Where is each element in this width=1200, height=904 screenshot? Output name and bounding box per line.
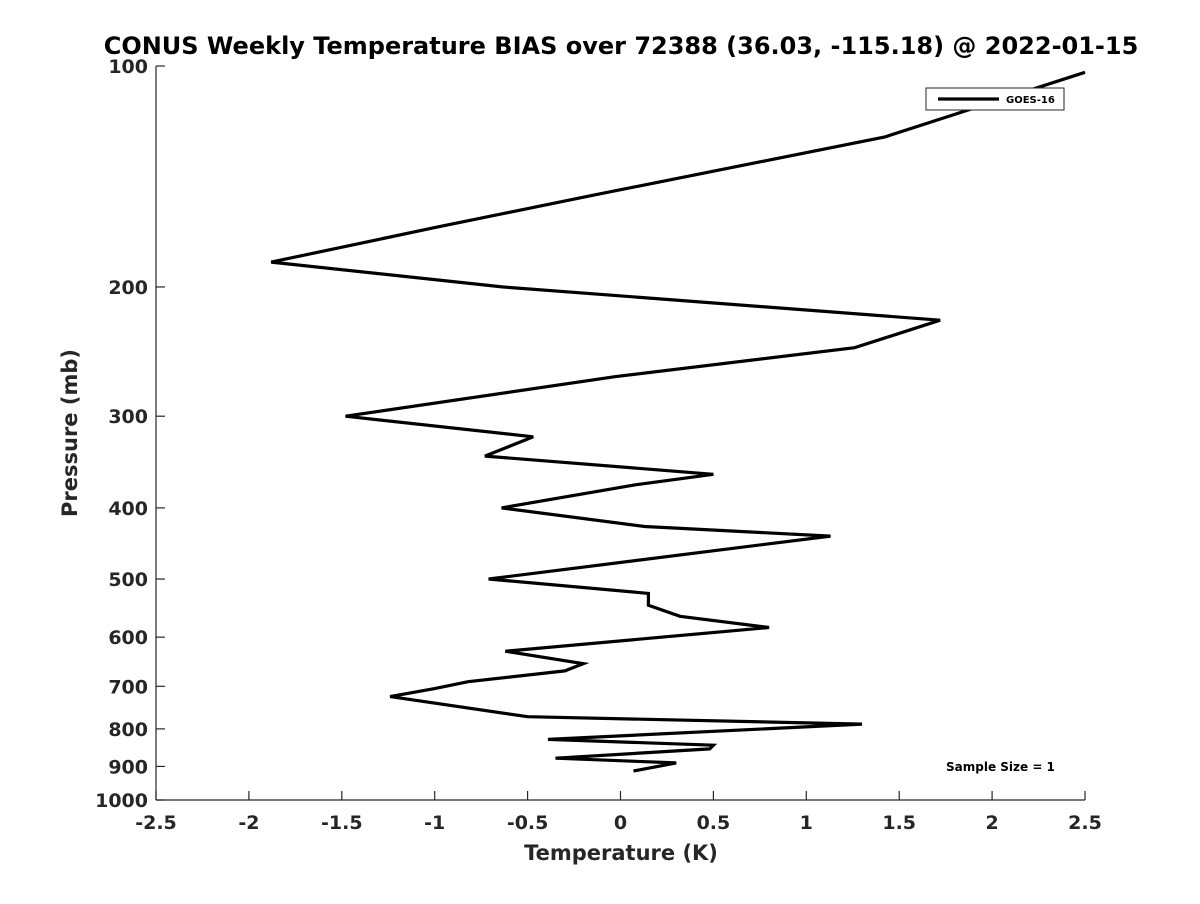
y-tick-label: 400 — [108, 498, 148, 520]
x-tick-label: 0.5 — [697, 812, 731, 834]
sample-size-annotation: Sample Size = 1 — [946, 760, 1055, 774]
x-axis-label: Temperature (K) — [524, 841, 718, 865]
x-tick-label: 0 — [614, 812, 627, 834]
x-tick-label: -2.5 — [135, 812, 177, 834]
y-tick-label: 700 — [108, 676, 148, 698]
y-tick-label: 200 — [108, 277, 148, 299]
x-tick-label: 2 — [985, 812, 998, 834]
axes-layer: -2.5 -2 -1.5 -1 -0.5 0 0.5 1 1.5 2 2.5 100 200 300 400… — [95, 56, 1102, 834]
x-tick-label: 1.5 — [882, 812, 916, 834]
x-tick-label: 1 — [800, 812, 813, 834]
x-tick-label: -1 — [424, 812, 445, 834]
annotations: Sample Size = 1 — [946, 760, 1055, 774]
x-tick-label: -2 — [238, 812, 259, 834]
y-axis-label: Pressure (mb) — [58, 349, 82, 517]
y-tick-label: 300 — [108, 406, 148, 428]
y-tick-label: 800 — [108, 719, 148, 741]
legend: GOES-16 — [925, 87, 1065, 111]
x-tick-label: -0.5 — [507, 812, 549, 834]
y-tick-label: 600 — [108, 627, 148, 649]
y-tick-label: 100 — [108, 56, 148, 78]
series-layer — [270, 70, 1086, 773]
y-tick-label: 900 — [108, 756, 148, 778]
x-tick-label: -1.5 — [321, 812, 363, 834]
legend-entry-label: GOES-16 — [1006, 95, 1055, 106]
series-line-goes-16 — [270, 70, 1086, 773]
y-tick-label: 1000 — [95, 790, 148, 812]
chart-title: CONUS Weekly Temperature BIAS over 72388… — [104, 32, 1139, 60]
x-tick-label: 2.5 — [1068, 812, 1102, 834]
y-tick-label: 500 — [108, 569, 148, 591]
